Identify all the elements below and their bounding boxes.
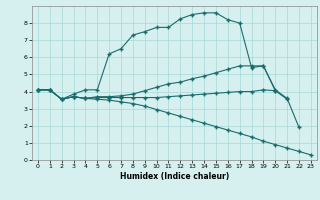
- X-axis label: Humidex (Indice chaleur): Humidex (Indice chaleur): [120, 172, 229, 181]
